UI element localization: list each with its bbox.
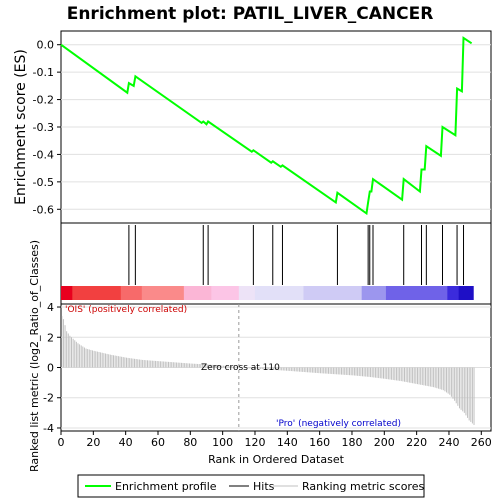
- rank-bar-segment: [238, 286, 256, 300]
- metric-y-tick-label: 4: [47, 301, 54, 314]
- rank-bar-segment: [361, 286, 387, 300]
- es-y-tick-label: -0.5: [33, 176, 54, 189]
- metric-x-axis-ticks: 0 20 40 60 80 100 120 140 160 180 200 220 240 260: [58, 431, 492, 449]
- enrichment-profile-line: [60, 36, 473, 216]
- x-axis-label: Rank in Ordered Dataset: [208, 453, 345, 466]
- x-tick-label: 0: [58, 436, 65, 449]
- x-tick-label: 100: [212, 436, 233, 449]
- rank-bar-segment: [254, 286, 304, 300]
- x-tick-label: 120: [244, 436, 265, 449]
- x-tick-label: 160: [309, 436, 330, 449]
- hit-marks: [128, 225, 465, 285]
- zero-cross-label: Zero cross at 110: [201, 363, 280, 373]
- es-y-axis-ticks: 0.0 -0.1 -0.2 -0.3 -0.4 -0.5 -0.6: [33, 39, 61, 216]
- rank-bar-segment: [72, 286, 122, 300]
- legend-label-enrichment-profile: Enrichment profile: [115, 480, 217, 493]
- es-y-tick-label: -0.2: [33, 94, 54, 107]
- rank-bar-segment: [61, 286, 73, 300]
- legend-box: [77, 474, 425, 498]
- rank-colorbar: [61, 286, 474, 300]
- es-y-tick-label: 0.0: [37, 39, 55, 52]
- es-y-axis-label: Enrichment score (ES): [13, 49, 29, 205]
- rank-bar-segment: [183, 286, 212, 300]
- positive-class-label: 'OIS' (positively correlated): [65, 305, 187, 315]
- rank-bar-segment: [458, 286, 474, 300]
- rank-bar-segment: [385, 286, 448, 300]
- hits-panel: [60, 222, 492, 305]
- x-tick-label: 220: [406, 436, 427, 449]
- rank-bar-segment: [211, 286, 240, 300]
- rank-bar-segment: [447, 286, 460, 300]
- metric-y-tick-label: 2: [47, 331, 54, 344]
- legend: Enrichment profile Hits Ranking metric s…: [77, 474, 425, 498]
- es-y-tick-label: -0.1: [33, 66, 54, 79]
- es-y-tick-label: -0.6: [33, 203, 54, 216]
- legend-label-ranking-metric: Ranking metric scores: [302, 480, 424, 493]
- x-tick-label: 180: [341, 436, 362, 449]
- es-gridlines: [61, 44, 491, 210]
- x-tick-label: 140: [277, 436, 298, 449]
- x-tick-label: 200: [374, 436, 395, 449]
- x-tick-label: 80: [183, 436, 197, 449]
- rank-bar-segment: [120, 286, 143, 300]
- rank-bar-segment: [303, 286, 363, 300]
- enrichment-profile-series: [60, 36, 473, 216]
- metric-y-tick-label: 0: [47, 362, 54, 375]
- metric-y-tick-label: -4: [43, 422, 54, 435]
- legend-label-hits: Hits: [253, 480, 275, 493]
- ranking-metric-bars: [61, 316, 475, 425]
- rank-bar-segment: [141, 286, 185, 300]
- x-tick-label: 20: [86, 436, 100, 449]
- metric-y-axis-ticks: 4 2 0 -2 -4: [43, 301, 61, 435]
- metric-y-tick-label: -2: [43, 392, 54, 405]
- metric-panel: Zero cross at 110 'OIS' (positively corr…: [28, 240, 492, 472]
- es-y-tick-label: -0.4: [33, 148, 54, 161]
- negative-class-label: 'Pro' (negatively correlated): [276, 419, 401, 429]
- chart-title: Enrichment plot: PATIL_LIVER_CANCER: [67, 4, 434, 24]
- x-tick-label: 40: [119, 436, 133, 449]
- es-panel: 0.0 -0.1 -0.2 -0.3 -0.4 -0.5 -0.6 Enrichment s…: [13, 30, 492, 224]
- x-tick-label: 240: [438, 436, 459, 449]
- es-y-tick-label: -0.3: [33, 121, 54, 134]
- x-tick-label: 260: [471, 436, 492, 449]
- x-tick-label: 60: [151, 436, 165, 449]
- metric-y-axis-label: Ranked list metric (log2_Ratio_of_Classe…: [28, 240, 41, 472]
